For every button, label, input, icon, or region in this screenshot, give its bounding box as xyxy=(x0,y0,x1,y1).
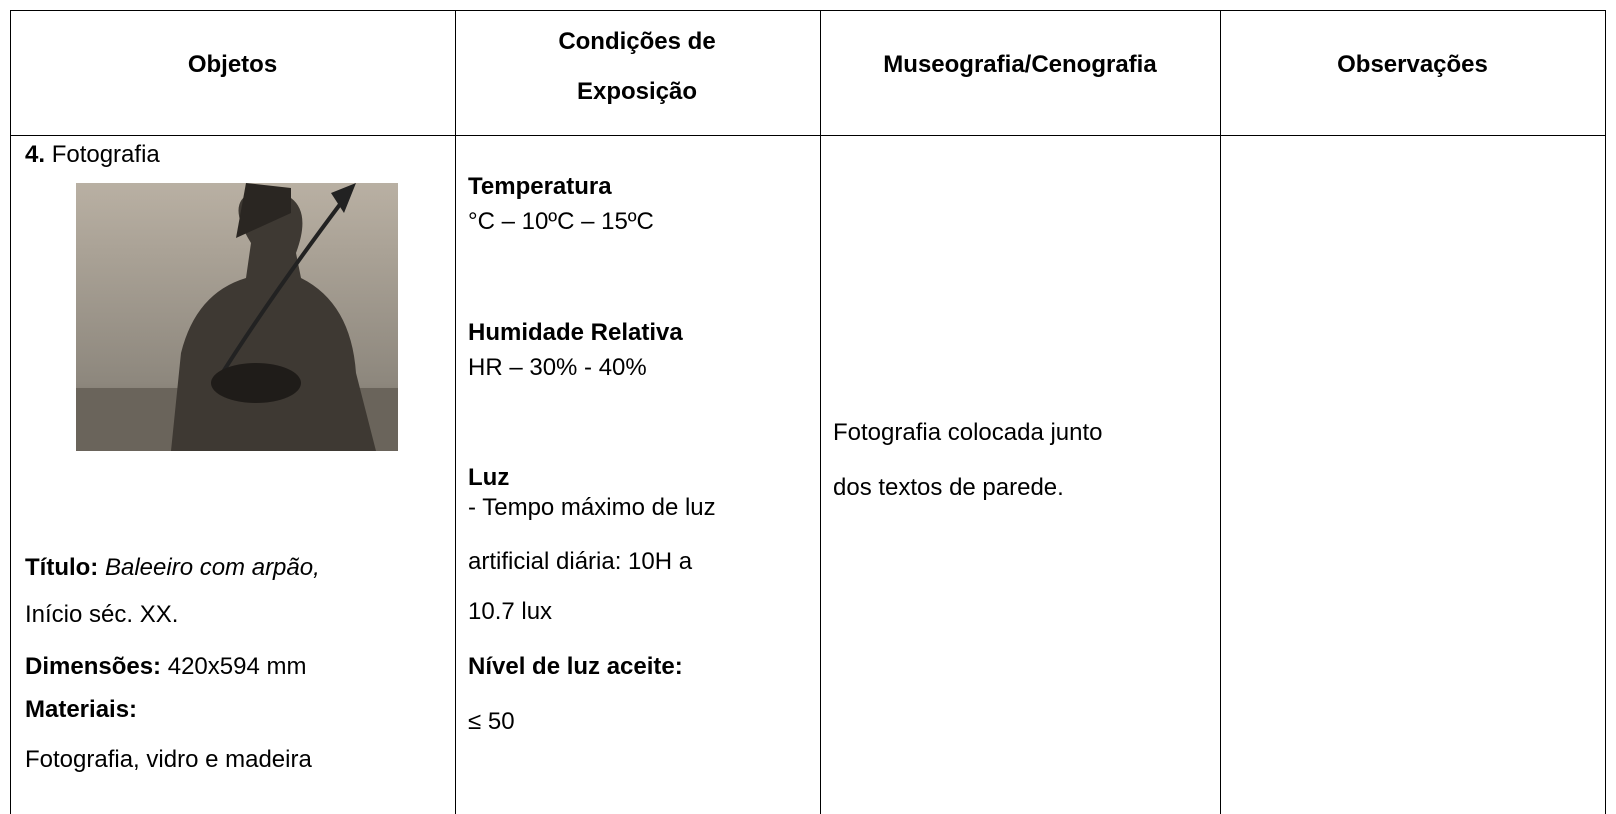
table-border xyxy=(10,10,11,814)
dimensions-line: Dimensões: 420x594 mm xyxy=(25,653,306,681)
table-border xyxy=(1605,10,1606,814)
header-cell: Objetos xyxy=(187,51,278,78)
field-value: 420x594 mm xyxy=(167,653,307,680)
field-value: °C – 10ºC – 15ºC xyxy=(468,208,654,235)
field-value: 10.7 lux xyxy=(468,598,553,625)
field-label: Luz xyxy=(468,464,510,491)
photo xyxy=(76,183,398,451)
field-value: HR – 30% - 40% xyxy=(468,354,647,381)
field-value: ≤ 50 xyxy=(468,708,515,735)
header-cell: Condições de Exposição xyxy=(558,28,716,105)
field-label: Dimensões: xyxy=(25,653,162,680)
object-number: 4. xyxy=(25,141,46,168)
field-label: Materiais: xyxy=(25,696,138,723)
field-value: Fotografia, vidro e madeira xyxy=(25,746,312,773)
object-heading: 4. Fotografia xyxy=(25,141,160,169)
header-cell: Observações xyxy=(1337,51,1488,78)
field-label: Título: xyxy=(25,554,99,581)
table-border xyxy=(1220,10,1221,814)
object-kind: Fotografia xyxy=(51,141,160,168)
table-border xyxy=(10,135,1606,136)
field-label: Nível de luz aceite: xyxy=(468,653,683,680)
field-label: Temperatura xyxy=(468,173,612,200)
field-value: Baleeiro com arpão, xyxy=(104,554,320,581)
table-border xyxy=(10,10,1606,11)
field-value: artificial diária: 10H a xyxy=(468,548,693,575)
cell-text: dos textos de parede. xyxy=(833,474,1064,501)
table-border xyxy=(820,10,821,814)
field-value: - Tempo máximo de luz xyxy=(468,494,716,521)
field-label: Humidade Relativa xyxy=(468,319,683,346)
header-cell: Museografia/Cenografia xyxy=(883,51,1157,78)
table-border xyxy=(455,10,456,814)
cell-text: Fotografia colocada junto xyxy=(833,419,1103,446)
field-value: Início séc. XX. xyxy=(25,601,179,628)
title-line: Título: Baleeiro com arpão, xyxy=(25,554,320,582)
